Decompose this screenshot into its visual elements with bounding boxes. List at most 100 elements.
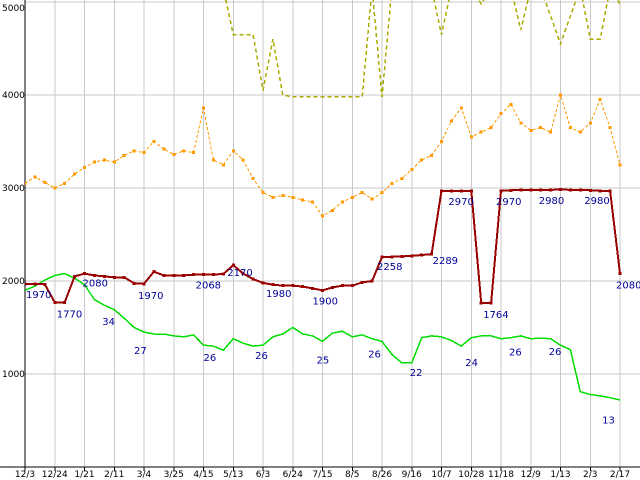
series-red-marker [469,189,473,193]
series-red-marker [330,286,334,289]
value-label-red: 1970 [26,290,51,301]
series-red-marker [400,254,404,258]
x-tick-label: 12/24 [42,470,68,480]
series-red-marker [618,272,622,276]
series-orange-marker [241,158,245,162]
series-red-marker [271,283,275,287]
series-red-marker [519,188,523,192]
series-orange-marker [340,200,344,204]
series-orange-marker [410,167,414,171]
value-label-green: 26 [255,351,268,362]
series-orange-marker [370,197,374,201]
series-orange-marker [618,163,622,167]
series-orange-marker [469,135,473,139]
y-tick-label: 2000 [2,277,25,287]
series-red-marker [578,188,582,192]
series-red-marker [25,282,27,286]
value-label-green: 25 [317,355,330,366]
series-orange-marker [519,121,523,125]
series-red-marker [83,272,86,276]
series-orange-marker [261,191,265,195]
series-red-marker [509,188,513,192]
series-orange-marker [182,149,186,153]
series-red-marker [559,187,562,191]
series-red-marker [311,286,315,290]
value-label-red: 2170 [227,268,252,279]
value-label-green: 34 [102,317,115,328]
series-orange-marker [559,93,562,97]
series-red-marker [499,189,503,193]
series-red-marker [420,253,424,257]
series-orange-marker [33,175,37,179]
series-orange-marker [479,130,483,134]
value-label-red: 2289 [433,256,458,267]
series-orange-marker [430,153,434,157]
x-tick-label: 12/3 [15,470,35,480]
series-orange-marker [568,126,572,130]
value-label-green: 24 [465,358,478,369]
series-red-marker [489,301,493,305]
series-red-marker [261,281,265,285]
series-orange-marker [390,181,394,185]
y-tick-label: 1000 [2,370,25,380]
x-tick-label: 1/21 [74,470,94,480]
series-orange-marker [172,153,176,156]
series-red-marker [430,252,434,256]
series-red-marker [211,273,215,276]
series-orange-marker [83,166,86,169]
value-label-green: 27 [134,346,147,357]
series-red-marker [152,270,156,274]
series-orange-marker [499,112,503,116]
series-orange-marker [598,98,602,102]
series-orange-marker [489,126,493,130]
series-orange-marker [321,214,324,218]
value-label-green: 26 [368,350,381,361]
series-red-marker [112,275,116,279]
series-red-marker [539,188,543,192]
series-red-marker [380,255,384,259]
series-red-marker [162,273,166,277]
series-red-marker [291,284,295,288]
series-red-marker [459,189,463,193]
x-tick-label: 10/28 [458,470,484,480]
y-tick-label: 3000 [2,184,25,194]
series-orange-marker [112,160,116,164]
series-orange-marker [92,160,96,164]
series-orange-marker [152,140,156,143]
value-label-red: 1900 [313,296,338,307]
value-label-red: 2080 [616,281,640,292]
series-orange-marker [281,193,285,197]
series-orange-marker [25,181,27,185]
value-label-red: 2258 [377,262,402,273]
value-label-red: 2068 [196,281,221,292]
x-tick-label: 12/9 [521,470,541,480]
x-tick-label: 4/15 [193,470,213,480]
series-orange-marker [549,130,553,134]
series-olive-line [225,0,621,98]
series-orange-marker [440,140,443,143]
series-red-marker [182,273,186,277]
series-red-marker [360,280,364,284]
value-label-red: 1764 [483,310,508,321]
series-red-marker [440,189,443,193]
series-orange-marker [202,106,205,110]
series-orange-marker [102,158,106,162]
value-label-green: 22 [410,368,423,379]
series-orange-marker [578,130,582,134]
series-orange-marker [380,191,384,195]
series-red-marker [340,284,344,288]
value-label-red: 2980 [539,196,564,207]
x-tick-label: 6/24 [283,470,303,480]
series-orange-marker [271,195,275,199]
series-orange-marker [63,181,67,185]
x-tick-label: 5/13 [223,470,243,480]
series-orange-marker [43,180,47,184]
series-red-marker [221,272,225,276]
series-orange-marker [608,126,612,130]
series-red-marker [479,301,483,305]
series-red-marker [598,189,602,193]
series-orange-marker [73,172,77,176]
series-red-marker [281,284,285,288]
series-red-marker [321,288,324,292]
